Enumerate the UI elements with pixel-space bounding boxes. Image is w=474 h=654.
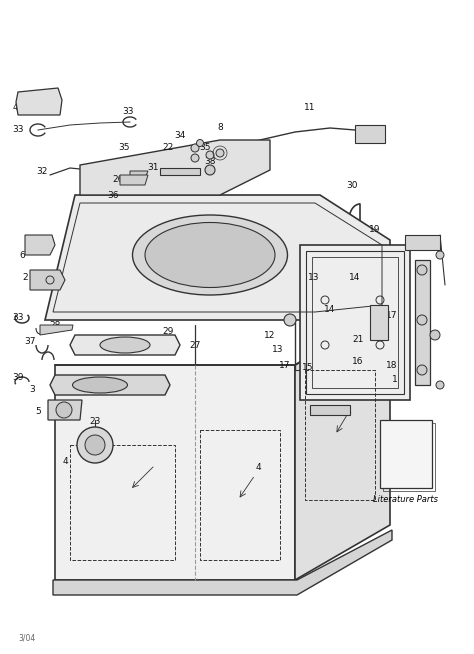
Polygon shape [300,245,410,400]
Text: 5: 5 [35,407,41,417]
Text: 27: 27 [189,341,201,349]
Polygon shape [310,405,350,415]
Text: 32: 32 [36,167,48,177]
Circle shape [436,381,444,389]
Ellipse shape [133,215,288,295]
Text: 8: 8 [217,124,223,133]
Text: 22: 22 [163,143,173,152]
Polygon shape [16,88,62,115]
Text: 11: 11 [304,103,316,112]
Circle shape [417,265,427,275]
Text: 35: 35 [118,143,130,152]
Text: 33: 33 [122,107,134,116]
Bar [370,305,388,340]
Text: 33: 33 [12,313,24,322]
Text: 15: 15 [302,364,314,373]
Bar [380,420,432,488]
Text: 3/04: 3/04 [18,634,35,642]
Text: Literature Parts: Literature Parts [374,496,438,504]
Text: 4: 4 [255,464,261,472]
Ellipse shape [145,222,275,288]
Text: 13: 13 [272,345,284,354]
Circle shape [56,402,72,418]
Polygon shape [405,235,440,250]
Text: 21: 21 [352,336,364,345]
Polygon shape [40,325,73,335]
Bar [355,125,385,143]
Text: 39: 39 [12,373,24,383]
Circle shape [197,139,203,146]
Text: 41: 41 [12,103,24,112]
Ellipse shape [73,377,128,393]
Text: 33: 33 [12,126,24,135]
Text: 38: 38 [204,158,216,167]
Text: 26: 26 [112,175,124,184]
Text: 14: 14 [324,305,336,315]
Circle shape [216,149,224,157]
Text: 12: 12 [264,330,276,339]
Text: 4: 4 [345,407,351,417]
Text: 13: 13 [308,273,320,283]
Text: 17: 17 [279,360,291,370]
Polygon shape [30,270,65,290]
Text: 23: 23 [89,417,100,426]
Polygon shape [48,400,82,420]
Polygon shape [295,310,390,580]
Text: 17: 17 [386,311,398,320]
Circle shape [191,154,199,162]
Circle shape [417,315,427,325]
Text: 35: 35 [199,143,211,152]
Circle shape [430,330,440,340]
Circle shape [417,365,427,375]
Text: 18: 18 [386,360,398,370]
Text: 2: 2 [22,273,28,283]
Text: 16: 16 [352,358,364,366]
Polygon shape [120,175,148,185]
Circle shape [85,435,105,455]
Text: 34: 34 [174,131,186,139]
Polygon shape [55,365,295,580]
Polygon shape [130,171,148,178]
Text: 36: 36 [107,190,119,199]
Ellipse shape [100,337,150,353]
Circle shape [436,251,444,259]
Text: 28: 28 [49,320,61,330]
Polygon shape [160,168,200,175]
Text: 6: 6 [19,250,25,260]
Circle shape [191,144,199,152]
Text: 14: 14 [349,273,361,283]
Text: 1: 1 [392,375,398,385]
Polygon shape [415,260,430,385]
Text: 37: 37 [24,337,36,347]
Text: 4: 4 [62,458,68,466]
Polygon shape [45,195,390,320]
Polygon shape [53,530,392,595]
Text: 3: 3 [29,385,35,394]
Polygon shape [70,335,180,355]
Text: 19: 19 [369,226,381,235]
Circle shape [206,151,214,159]
Text: 29: 29 [162,328,173,337]
Polygon shape [50,375,170,395]
Circle shape [284,314,296,326]
Circle shape [205,165,215,175]
Bar [383,423,435,491]
Circle shape [77,427,113,463]
Text: 31: 31 [147,164,159,173]
Text: 30: 30 [346,181,358,190]
Polygon shape [80,140,270,195]
Polygon shape [25,235,55,255]
